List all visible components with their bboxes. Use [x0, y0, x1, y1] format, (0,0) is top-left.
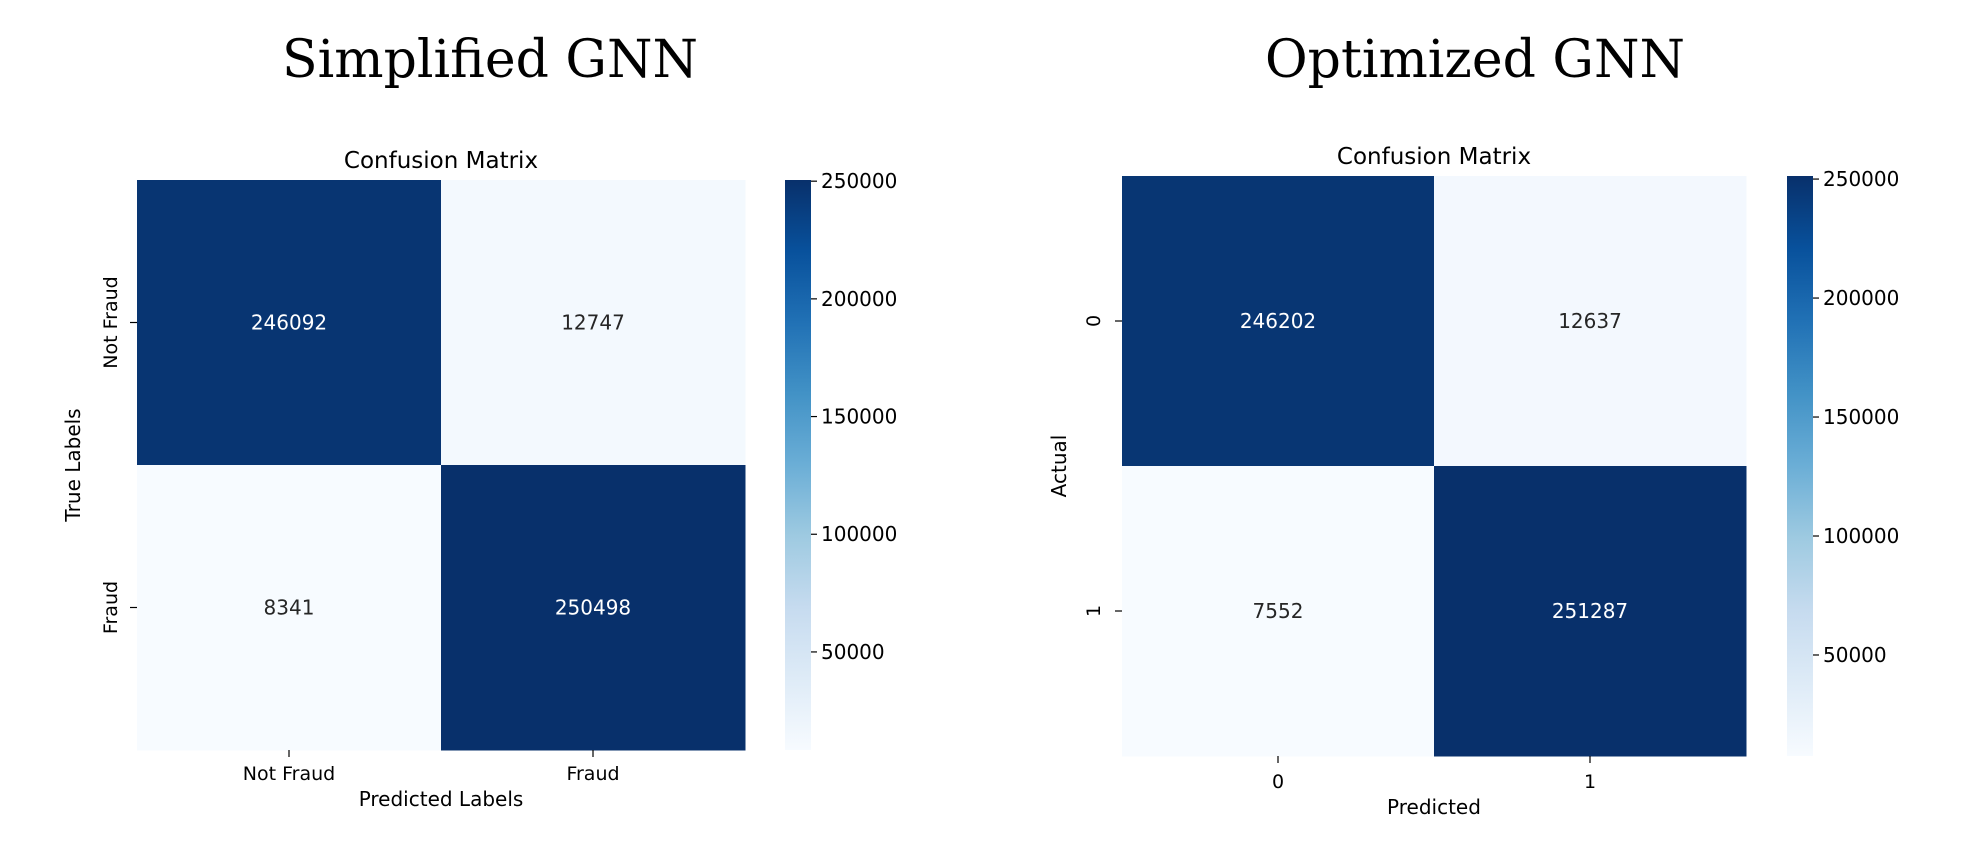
- colorbar: [1787, 176, 1813, 756]
- heatmap-cell: [137, 180, 442, 466]
- y-axis-label: Actual: [1047, 435, 1071, 498]
- cell-value-label: 251287: [1552, 599, 1628, 623]
- cell-value-label: 250498: [555, 596, 631, 620]
- heatmap-cell: [441, 180, 746, 466]
- colorbar-tick-label: 100000: [1823, 524, 1899, 548]
- colorbar-tick-label: 50000: [1823, 643, 1887, 667]
- y-axis-label: True Labels: [61, 408, 85, 522]
- x-tick-label: Fraud: [566, 763, 619, 785]
- cell-value-label: 246092: [251, 311, 327, 335]
- heatmap-cell: [441, 465, 746, 751]
- x-axis-label: Predicted Labels: [359, 787, 524, 811]
- cell-value-label: 12747: [561, 311, 625, 335]
- y-tick-label: 0: [1083, 315, 1105, 327]
- x-tick-label: 0: [1272, 771, 1284, 793]
- y-tick-label: 1: [1083, 605, 1105, 617]
- x-axis-label: Predicted: [1387, 795, 1481, 819]
- colorbar-tick-label: 200000: [821, 287, 897, 311]
- x-tick-label: 1: [1584, 771, 1596, 793]
- y-tick-label: Not Fraud: [100, 276, 122, 368]
- colorbar-tick-label: 250000: [1823, 167, 1899, 191]
- heatmap-cell: [1122, 176, 1435, 467]
- colorbar-tick-label: 150000: [1823, 405, 1899, 429]
- colorbar-tick-label: 250000: [821, 169, 897, 193]
- colorbar-tick-label: 150000: [821, 405, 897, 429]
- colorbar-tick-label: 100000: [821, 522, 897, 546]
- panel-title-optimized-gnn: Optimized GNN: [1265, 30, 1685, 90]
- cell-value-label: 246202: [1240, 309, 1316, 333]
- heatmap-cell: [1434, 466, 1747, 757]
- y-tick-label: Fraud: [100, 581, 122, 634]
- cell-value-label: 8341: [264, 596, 315, 620]
- cell-value-label: 7552: [1253, 599, 1304, 623]
- heatmap-cell: [1122, 466, 1435, 757]
- chart-title: Confusion Matrix: [344, 148, 538, 174]
- heatmap-cell: [137, 465, 442, 751]
- cell-value-label: 12637: [1558, 309, 1622, 333]
- heatmap-cell: [1434, 176, 1747, 467]
- panel-title-simplified-gnn: Simplified GNN: [282, 30, 698, 90]
- chart-title: Confusion Matrix: [1337, 144, 1531, 170]
- colorbar: [785, 180, 811, 750]
- colorbar-tick-label: 50000: [821, 640, 885, 664]
- confusion-matrix-chart-simplified: Confusion Matrix 246092 12747 8341 250498 Not…: [61, 148, 897, 811]
- x-tick-label: Not Fraud: [243, 763, 335, 785]
- colorbar-tick-label: 200000: [1823, 286, 1899, 310]
